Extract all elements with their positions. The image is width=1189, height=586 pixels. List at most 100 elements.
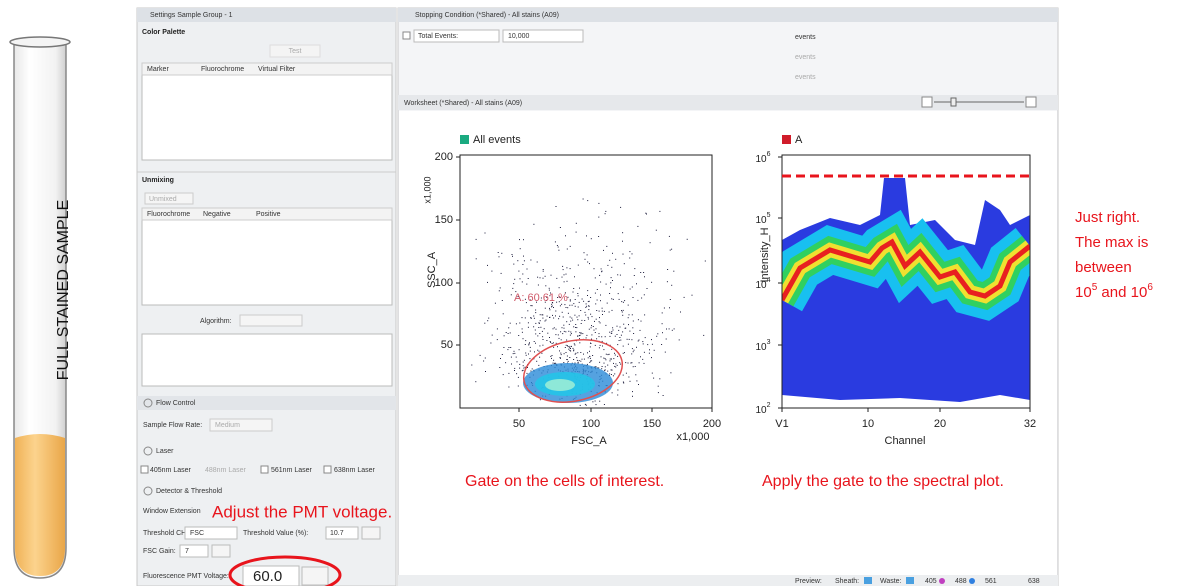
event-dot	[527, 269, 528, 270]
event-dot	[537, 262, 538, 263]
x-tick-label: 10	[862, 418, 874, 430]
event-dot	[580, 335, 581, 336]
event-dot	[512, 288, 513, 289]
event-dot	[487, 265, 488, 266]
event-dot	[543, 269, 544, 270]
event-dot	[651, 357, 652, 358]
event-dot	[614, 353, 615, 354]
event-dot	[587, 352, 588, 353]
event-dot	[599, 321, 600, 322]
event-dot	[631, 362, 632, 363]
checkbox[interactable]	[403, 32, 410, 39]
checkbox[interactable]	[141, 466, 148, 473]
event-dot	[483, 361, 484, 362]
event-dot	[604, 363, 605, 364]
event-dot	[630, 289, 631, 290]
event-dot	[590, 314, 591, 315]
event-dot	[615, 336, 616, 337]
power-base: 10	[755, 405, 767, 416]
zoom-thumb[interactable]	[951, 98, 956, 106]
zoom-in[interactable]	[1026, 97, 1036, 107]
event-dot	[508, 387, 509, 388]
event-dot	[674, 328, 675, 329]
worksheet-title: Worksheet (*Shared) - All stains (A09)	[404, 100, 522, 107]
status-laser: 405	[925, 578, 937, 585]
event-dot	[522, 281, 523, 282]
event-dot	[642, 341, 643, 342]
event-dot	[547, 316, 548, 317]
event-dot	[530, 317, 531, 318]
event-dot	[643, 272, 644, 273]
zoom-out[interactable]	[922, 97, 932, 107]
event-dot	[574, 345, 575, 346]
event-dot	[589, 301, 590, 302]
checkbox[interactable]	[324, 466, 331, 473]
status-label: Preview:	[795, 578, 822, 585]
event-dot	[667, 269, 668, 270]
event-dot	[568, 361, 569, 362]
spin-button[interactable]	[212, 545, 230, 557]
event-dot	[499, 256, 500, 257]
event-dot	[485, 233, 486, 234]
algorithm-select[interactable]	[240, 315, 302, 326]
event-dot	[485, 371, 486, 372]
event-dot	[558, 318, 559, 319]
event-dot	[570, 246, 571, 247]
event-dot	[552, 355, 553, 356]
event-dot	[632, 287, 633, 288]
event-dot	[659, 211, 660, 212]
event-dot	[580, 361, 581, 362]
event-dot	[638, 319, 639, 320]
event-dot	[610, 360, 611, 361]
event-dot	[569, 357, 570, 358]
event-dot	[605, 369, 606, 370]
event-dot	[629, 339, 630, 340]
status-laser: 488	[955, 578, 967, 585]
event-dot	[622, 312, 623, 313]
event-dot	[592, 401, 593, 402]
event-dot	[590, 361, 591, 362]
event-dot	[598, 236, 599, 237]
field-label: Fluorescence PMT Voltage:	[143, 573, 229, 580]
event-dot	[615, 363, 616, 364]
event-dot	[543, 271, 544, 272]
event-dot	[609, 373, 610, 374]
event-dot	[530, 371, 531, 372]
event-dot	[566, 340, 567, 341]
event-dot	[563, 325, 564, 326]
event-dot	[620, 275, 621, 276]
event-dot	[644, 276, 645, 277]
event-dot	[537, 350, 538, 351]
event-dot	[562, 277, 563, 278]
event-dot	[594, 321, 595, 322]
event-dot	[562, 312, 563, 313]
event-dot	[641, 298, 642, 299]
event-dot	[576, 357, 577, 358]
event-dot	[671, 249, 672, 250]
checkbox[interactable]	[261, 466, 268, 473]
event-dot	[634, 350, 635, 351]
event-dot	[517, 361, 518, 362]
spin-button[interactable]	[362, 527, 380, 539]
event-dot	[552, 306, 553, 307]
event-dot	[579, 288, 580, 289]
event-dot	[585, 404, 586, 405]
event-dot	[588, 357, 589, 358]
event-dot	[633, 297, 634, 298]
event-dot	[550, 356, 551, 357]
event-dot	[578, 295, 579, 296]
event-dot	[527, 310, 528, 311]
unit-label: events	[795, 34, 816, 41]
event-dot	[537, 335, 538, 336]
event-dot	[596, 319, 597, 320]
panel-title: Settings Sample Group - 1	[150, 12, 233, 19]
event-dot	[602, 311, 603, 312]
event-dot	[523, 338, 524, 339]
event-dot	[522, 264, 523, 265]
event-dot	[633, 351, 634, 352]
event-dot	[570, 321, 571, 322]
spin-button[interactable]	[302, 567, 328, 585]
legend-label: All events	[473, 134, 521, 146]
main-area: Stopping Condition (*Shared) - All stain…	[398, 8, 1058, 586]
event-dot	[576, 232, 577, 233]
